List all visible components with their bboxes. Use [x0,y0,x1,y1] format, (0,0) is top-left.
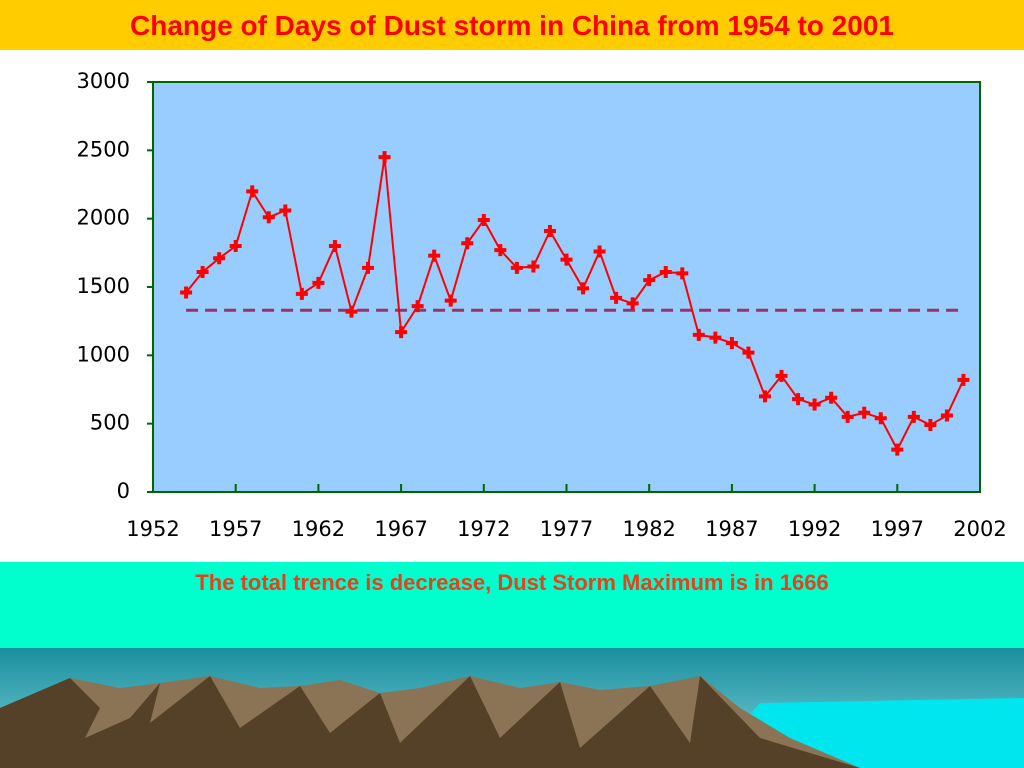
marker [825,391,838,404]
marker [279,204,292,217]
marker [444,294,457,307]
marker [560,253,573,266]
marker [858,406,871,419]
x-tick-label: 1997 [871,517,924,541]
marker [626,297,639,310]
marker [907,410,920,423]
marker [742,346,755,359]
y-tick-label: 2000 [77,206,130,230]
marker [792,393,805,406]
marker [229,240,242,252]
y-tick-label: 0 [117,479,130,503]
x-tick-label: 1972 [457,517,510,541]
mountain-shadow [0,676,860,768]
caption-band [0,562,1024,648]
marker [246,185,259,198]
marker [643,274,656,287]
marker [676,267,689,280]
chart: 0 500 1000 1500 2000 2500 3000 1952 1957 1962 1967… [77,69,1007,541]
y-tick-label: 2500 [77,137,130,161]
x-tick-label: 1982 [622,517,675,541]
marker [543,224,556,237]
marker [494,244,507,257]
x-tick-label: 1992 [788,517,841,541]
y-tick-label: 500 [90,411,130,435]
marker [593,245,606,258]
marker [891,443,904,456]
marker [709,331,722,344]
marker [411,300,424,313]
marker [527,260,540,273]
x-tick-label: 1987 [705,517,758,541]
marker [841,410,854,423]
x-tick-label: 1967 [374,517,427,541]
marker [262,211,275,224]
x-tick-label: 1952 [126,517,179,541]
marker [395,326,408,339]
plot-area [152,81,981,493]
marker [610,291,623,304]
marker [312,276,325,289]
y-tick-label: 1500 [77,274,130,298]
marker [180,286,193,299]
marker [758,390,771,403]
marker [295,287,308,300]
mountain-scene [0,648,1024,768]
marker [775,369,788,382]
marker [577,282,590,295]
marker [362,261,375,274]
marker [957,373,970,386]
marker [940,409,953,422]
annotation: The total trence is decrease, Dust Storm… [195,570,829,595]
x-tick-label: 1977 [540,517,593,541]
x-tick-label: 1962 [292,517,345,541]
marker [808,398,821,411]
marker [874,412,887,425]
marker [428,249,441,262]
marker [345,305,358,318]
marker [213,252,226,265]
x-tick-label: 2002 [953,517,1006,541]
y-tick-label: 3000 [77,69,130,93]
marker [659,265,672,278]
marker [924,419,937,432]
slide-title: Change of Days of Dust storm in China fr… [0,0,1024,50]
marker [328,240,341,252]
marker [461,237,474,250]
marker [510,261,523,274]
marker [692,328,705,341]
marker [378,151,391,164]
marker [477,214,490,227]
x-tick-label: 1957 [209,517,262,541]
y-tick-label: 1000 [77,342,130,366]
marker [196,265,209,278]
marker [725,337,738,350]
